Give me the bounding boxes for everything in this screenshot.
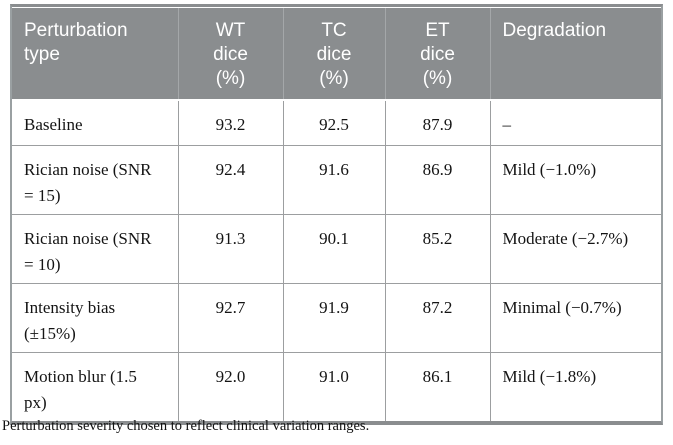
table-cell: 90.1 <box>282 214 385 284</box>
table-cell: 86.1 <box>384 352 490 422</box>
dice-score-table-container: Perturbation type WT dice (%) TC dice (%… <box>10 4 663 426</box>
table-cell: Moderate (−2.7%) <box>489 214 661 284</box>
table-row: Intensity bias (±15%) 92.7 91.9 87.2 Min… <box>12 283 661 353</box>
col-header-perturbation-type: Perturbation type <box>12 8 178 101</box>
table-cell: 91.0 <box>282 352 385 422</box>
table-row: Motion blur (1.5 px) 92.0 91.0 86.1 Mild… <box>12 352 661 422</box>
table-cell: 87.2 <box>384 283 490 353</box>
table-cell: Mild (−1.8%) <box>489 352 661 422</box>
header-row: Perturbation type WT dice (%) TC dice (%… <box>12 8 661 101</box>
table-cell: 93.2 <box>177 99 283 146</box>
table-header: Perturbation type WT dice (%) TC dice (%… <box>12 8 661 101</box>
col-header-et-dice: ET dice (%) <box>384 8 490 101</box>
table-cell: 86.9 <box>384 145 490 215</box>
dice-score-table: Perturbation type WT dice (%) TC dice (%… <box>12 8 661 422</box>
table-footnote: Perturbation severity chosen to reflect … <box>2 418 370 434</box>
table-cell: Intensity bias (±15%) <box>12 283 178 353</box>
table-cell: 91.3 <box>177 214 283 284</box>
table-cell: 92.7 <box>177 283 283 353</box>
table-cell: 87.9 <box>384 99 490 146</box>
table-row: Baseline 93.2 92.5 87.9 – <box>12 99 661 146</box>
col-header-degradation: Degradation <box>489 8 661 101</box>
table-cell: 92.0 <box>177 352 283 422</box>
table-cell: Baseline <box>12 99 178 146</box>
table-cell: 91.6 <box>282 145 385 215</box>
table-row: Rician noise (SNR = 10) 91.3 90.1 85.2 M… <box>12 214 661 284</box>
table-cell: 85.2 <box>384 214 490 284</box>
table-cell: 92.5 <box>282 99 385 146</box>
table-cell: Minimal (−0.7%) <box>489 283 661 353</box>
table-cell: Mild (−1.0%) <box>489 145 661 215</box>
table-cell: 91.9 <box>282 283 385 353</box>
table-row: Rician noise (SNR = 15) 92.4 91.6 86.9 M… <box>12 145 661 215</box>
table-cell: 92.4 <box>177 145 283 215</box>
table-cell: – <box>489 99 661 146</box>
table-cell: Rician noise (SNR = 10) <box>12 214 178 284</box>
table-cell: Rician noise (SNR = 15) <box>12 145 178 215</box>
table-body: Baseline 93.2 92.5 87.9 – Rician noise (… <box>12 99 661 422</box>
col-header-tc-dice: TC dice (%) <box>282 8 385 101</box>
table-cell: Motion blur (1.5 px) <box>12 352 178 422</box>
col-header-wt-dice: WT dice (%) <box>177 8 283 101</box>
